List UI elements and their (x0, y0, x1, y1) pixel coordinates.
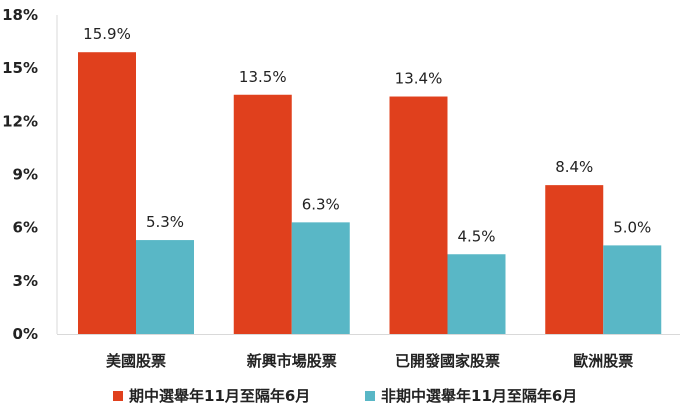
x-axis: 美國股票 新興市場股票 已開發國家股票 歐洲股票 (57, 334, 680, 370)
y-tick-label: 9% (13, 166, 38, 184)
bars: 15.9% 13.5% 13.4% 8.4% 5.3% 6.3% 4.5% 5.0% (78, 25, 662, 335)
y-tick-label: 18% (2, 6, 38, 24)
x-category-label: 美國股票 (106, 352, 166, 370)
data-label: 8.4% (555, 158, 593, 176)
bar-midterm (233, 94, 292, 334)
bar-midterm (78, 52, 136, 334)
x-category-label: 已開發國家股票 (395, 352, 500, 370)
legend-swatch (113, 391, 123, 401)
legend-swatch (365, 391, 375, 401)
x-category-label: 新興市場股票 (247, 352, 337, 370)
bar-midterm (389, 96, 448, 335)
legend-label: 非期中選舉年11月至隔年6月 (381, 387, 577, 405)
y-tick-label: 6% (13, 219, 38, 237)
x-category-label: 歐洲股票 (573, 352, 633, 370)
bar-midterm (545, 185, 604, 334)
y-tick-label: 0% (13, 325, 38, 343)
data-label: 4.5% (457, 227, 495, 245)
bar-non-midterm (447, 254, 506, 334)
legend-label: 期中選舉年11月至隔年6月 (129, 387, 310, 405)
data-label: 13.5% (239, 68, 287, 86)
bar-non-midterm (603, 245, 662, 334)
data-label: 15.9% (83, 25, 131, 43)
legend: 期中選舉年11月至隔年6月 非期中選舉年11月至隔年6月 (113, 387, 577, 405)
data-label: 13.4% (395, 70, 443, 88)
y-tick-label: 12% (2, 112, 38, 130)
bar-non-midterm (291, 222, 350, 334)
y-axis: 0% 3% 6% 9% 12% 15% 18% (2, 6, 58, 343)
y-tick-label: 15% (2, 59, 38, 77)
y-tick-label: 3% (13, 272, 38, 290)
data-label: 5.3% (146, 213, 184, 231)
data-label: 5.0% (613, 218, 651, 236)
data-label: 6.3% (302, 195, 340, 213)
bar-non-midterm (136, 240, 194, 334)
